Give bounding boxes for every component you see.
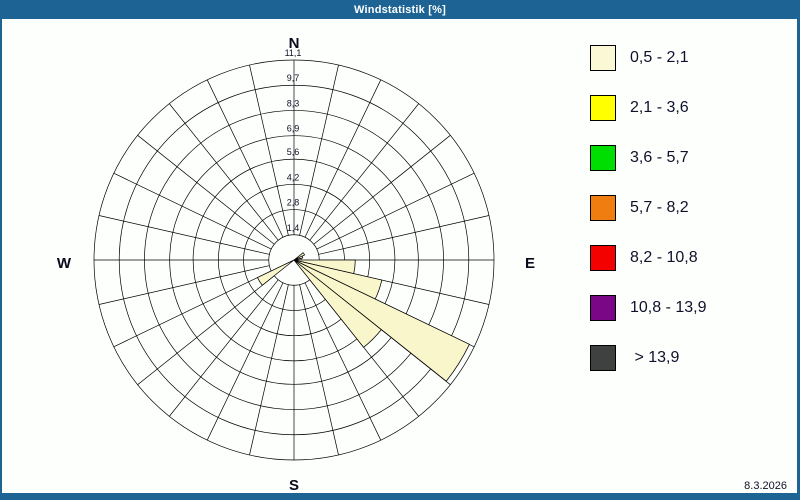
compass-north: N: [289, 35, 300, 52]
polar-grid: [93, 59, 495, 461]
legend-color-swatch: [590, 245, 616, 271]
legend-label: 5,7 - 8,2: [630, 199, 689, 216]
wind-wedge: [293, 259, 470, 382]
legend-color-swatch: [590, 295, 616, 321]
svg-text:4,2: 4,2: [287, 172, 300, 182]
legend-item: > 13,9: [590, 345, 679, 371]
compass-west: W: [57, 255, 72, 272]
legend-label: 2,1 - 3,6: [630, 99, 689, 116]
legend-item: 2,1 - 3,6: [590, 95, 689, 121]
date-label: 8.3.2026: [744, 480, 787, 492]
legend-label: 0,5 - 2,1: [630, 49, 689, 66]
window-title: Windstatistik [%]: [354, 3, 446, 16]
svg-text:2,8: 2,8: [287, 198, 300, 208]
legend-item: 5,7 - 8,2: [590, 195, 689, 221]
wind-wedges: [256, 252, 470, 382]
legend-label: 10,8 - 13,9: [630, 299, 707, 316]
compass-east: E: [525, 255, 535, 272]
legend-item: 8,2 - 10,8: [590, 245, 698, 271]
legend-item: 10,8 - 13,9: [590, 295, 707, 321]
svg-text:1,4: 1,4: [287, 223, 300, 233]
compass-south: S: [289, 477, 299, 494]
legend-item: 3,6 - 5,7: [590, 145, 689, 171]
legend-color-swatch: [590, 195, 616, 221]
legend-label: > 13,9: [630, 349, 680, 366]
window-border-left: [0, 0, 2, 500]
svg-text:9,7: 9,7: [287, 73, 300, 83]
wind-wedge: [293, 252, 306, 261]
svg-text:11,1: 11,1: [285, 48, 302, 58]
wind-wedge: [293, 259, 382, 348]
wind-wedge: [293, 257, 302, 261]
compass-labels: N S W E: [57, 35, 535, 494]
legend-color-swatch: [590, 145, 616, 171]
svg-text:6,9: 6,9: [287, 124, 300, 134]
legend-color-swatch: [590, 45, 616, 71]
window-border-bottom: [0, 493, 800, 500]
legend-label: 3,6 - 5,7: [630, 149, 689, 166]
legend-color-swatch: [590, 95, 616, 121]
legend-item: 0,5 - 2,1: [590, 45, 689, 71]
title-bar: Windstatistik [%]: [0, 0, 800, 19]
svg-text:8,3: 8,3: [287, 98, 300, 108]
window-border-right: [797, 0, 800, 500]
ring-labels: 1,4 2,8 4,2 5,6 6,9 8,3 9,7 11,1: [285, 48, 302, 233]
legend-color-swatch: [590, 345, 616, 371]
wind-wedge: [293, 255, 304, 261]
svg-text:5,6: 5,6: [287, 147, 300, 157]
wind-wedge: [293, 259, 356, 275]
wind-wedge: [256, 259, 295, 286]
wind-wedge: [293, 259, 383, 300]
legend-label: 8,2 - 10,8: [630, 249, 698, 266]
